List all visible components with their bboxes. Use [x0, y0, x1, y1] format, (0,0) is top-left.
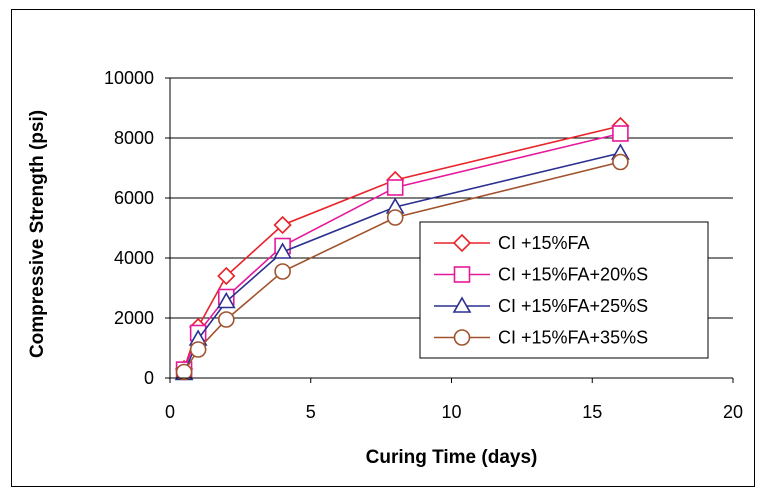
x-tick-label-3: 15	[582, 402, 602, 422]
tick-labels: 0 5 10 15 20 0 2000 4000 6000 8000 10000	[104, 68, 743, 422]
data-point-2-2	[216, 291, 236, 309]
x-tick-label-4: 20	[723, 402, 743, 422]
legend-label-3: CI +15%FA+35%S	[498, 328, 648, 348]
y-tick-label-2: 4000	[114, 248, 154, 268]
data-point-0-2	[217, 266, 236, 286]
legend-marker-3	[453, 329, 471, 346]
x-axis-title: Curing Time (days)	[366, 447, 538, 468]
data-point-0-3	[273, 215, 292, 235]
y-tick-label-1: 2000	[114, 308, 154, 328]
data-point-3-5	[612, 153, 629, 171]
legend-item-2: CI +15%FA+25%S	[434, 296, 648, 316]
legend-label-2: CI +15%FA+25%S	[498, 296, 648, 316]
legend-item-1: CI +15%FA+20%S	[434, 265, 648, 285]
series-layer	[174, 116, 630, 381]
data-point-3-3	[274, 263, 291, 280]
data-point-1-5	[612, 125, 629, 142]
y-tick-label-3: 6000	[114, 188, 154, 208]
data-point-2-3	[273, 242, 292, 259]
data-point-3-2	[218, 311, 235, 328]
y-axis-title: Compressive Strength (psi)	[27, 110, 48, 358]
data-point-3-1	[189, 341, 207, 358]
y-tick-label-5: 10000	[104, 68, 154, 88]
legend-label-0: CI +15%FA	[498, 233, 590, 253]
x-tick-label-1: 5	[306, 402, 316, 422]
series-3	[175, 153, 629, 381]
data-point-1-4	[386, 179, 404, 196]
legend: CI +15%FA CI +15%FA+20%S CI +15%FA+25%S CI …	[419, 221, 709, 359]
y-tick-label-0: 0	[144, 368, 154, 388]
legend-marker-1	[453, 266, 471, 283]
x-tick-label-0: 0	[165, 402, 175, 422]
legend-marker-0	[452, 233, 472, 253]
legend-marker-2	[452, 296, 472, 313]
legend-item-3: CI +15%FA+35%S	[434, 328, 648, 348]
data-point-3-0	[175, 363, 193, 381]
y-tick-label-4: 8000	[114, 128, 154, 148]
data-point-3-4	[386, 209, 404, 226]
legend-label-1: CI +15%FA+20%S	[498, 265, 648, 285]
x-tick-label-2: 10	[441, 402, 461, 422]
legend-item-0: CI +15%FA	[434, 233, 590, 253]
